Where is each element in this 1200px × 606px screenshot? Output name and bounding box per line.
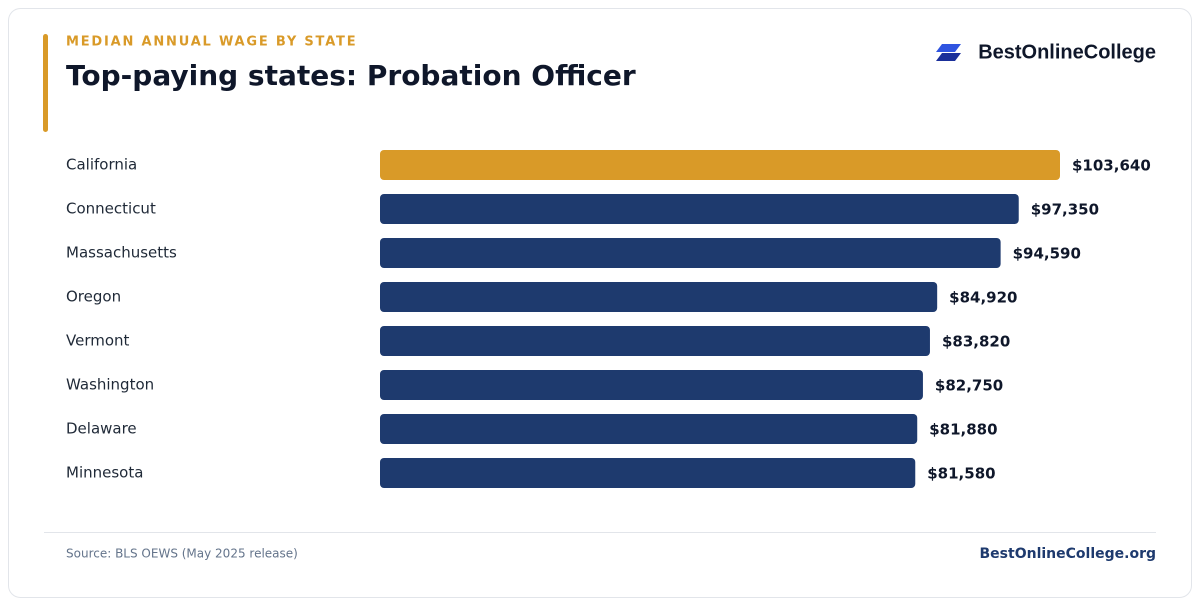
category-label: Connecticut	[66, 200, 156, 218]
value-label: $97,350	[1031, 201, 1099, 219]
value-label: $94,590	[1013, 245, 1081, 263]
eyebrow: MEDIAN ANNUAL WAGE BY STATE	[66, 35, 357, 50]
bar	[380, 282, 938, 312]
bar	[380, 414, 918, 444]
footer-link[interactable]: BestOnlineCollege.org	[980, 546, 1156, 562]
chart-title: Top-paying states: Probation Officer	[66, 59, 636, 92]
category-label: California	[66, 156, 137, 174]
bar	[380, 194, 1019, 224]
brand: BestOnlineCollege	[978, 41, 1156, 63]
bar	[380, 458, 916, 488]
bar	[380, 238, 1001, 268]
value-label: $81,580	[927, 465, 995, 483]
source: Source: BLS OEWS (May 2025 release)	[66, 547, 298, 561]
logo-icon	[936, 44, 961, 61]
bar	[380, 150, 1060, 180]
value-label: $84,920	[949, 289, 1017, 307]
category-label: Minnesota	[66, 464, 143, 482]
value-label: $83,820	[942, 333, 1010, 351]
value-label: $82,750	[935, 377, 1003, 395]
category-label: Massachusetts	[66, 244, 177, 262]
bar	[380, 326, 930, 356]
bar	[380, 370, 923, 400]
value-label: $81,880	[929, 421, 997, 439]
category-label: Oregon	[66, 288, 121, 306]
category-label: Vermont	[66, 332, 130, 350]
accent-bar	[43, 34, 48, 132]
category-label: Delaware	[66, 420, 137, 438]
category-label: Washington	[66, 376, 154, 394]
value-label: $103,640	[1072, 157, 1151, 175]
